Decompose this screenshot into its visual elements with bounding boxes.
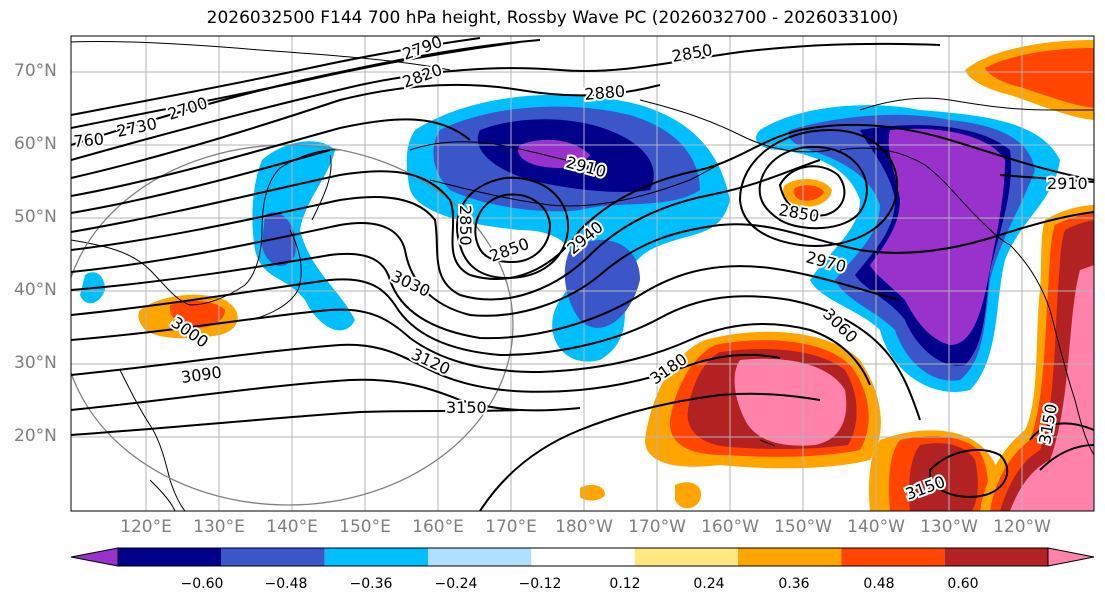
lon-label: 150°W [774,517,832,537]
anomaly-positive-arctic [965,40,1094,120]
colorbar-tick-label: −0.12 [518,576,562,592]
lon-label: 180°W [555,517,613,537]
lon-label: 130°W [920,517,978,537]
colorbar-tick-label: 0.60 [947,576,979,592]
lat-label: 30°N [14,353,57,373]
coastlines [71,41,1094,511]
colorbar-tick-label: 0.36 [778,576,810,592]
range-circle [71,144,514,506]
colorbar-tick-label: 0.48 [863,576,895,592]
colorbar-tick-label: 0.24 [693,576,725,592]
contour-label: 3150 [446,398,487,417]
lon-label: 140°W [847,517,905,537]
colorbar-tick-label: −0.24 [434,576,478,592]
lon-label: 160°E [412,517,464,537]
anomaly-positive-spot-2 [675,482,701,509]
colorbar-tick-label: −0.36 [349,576,393,592]
anomaly-positive-japan [138,294,238,339]
lon-label: 170°E [485,517,537,537]
lat-label: 40°N [14,280,57,300]
map-title: 2026032500 F144 700 hPa height, Rossby W… [206,8,899,28]
contour-label: 2880 [584,82,626,104]
height-contours [71,37,1094,511]
map-plot-area: 2790 2820 2850 2880 2700 2730 760 2910 2… [71,36,1094,511]
colorbar-tick-label: −0.60 [180,576,224,592]
lat-label: 60°N [14,134,57,154]
lon-label: 170°W [628,517,686,537]
anomaly-positive-spot [580,484,605,501]
lat-label: 20°N [14,426,57,446]
lat-label: 50°N [14,207,57,227]
contour-label: 2910 [1047,174,1088,193]
colorbar-tick-label: 0.12 [609,576,641,592]
anomaly-positive-low-center-inner [793,185,824,201]
lon-label: 140°E [266,517,318,537]
lon-label: 120°W [993,517,1051,537]
lon-label: 160°W [701,517,759,537]
map-frame [70,35,1095,512]
anomaly-positive-subtropical [645,331,881,469]
colorbar-tick-label: −0.48 [264,576,308,592]
lon-label: 120°E [120,517,172,537]
lon-label: 130°E [193,517,245,537]
anomaly-negative-gulf-alaska [756,105,1060,392]
lat-label: 70°N [14,61,57,81]
contour-label: 760 [73,129,105,151]
lon-label: 150°E [339,517,391,537]
contour-label: 2850 [456,205,475,246]
